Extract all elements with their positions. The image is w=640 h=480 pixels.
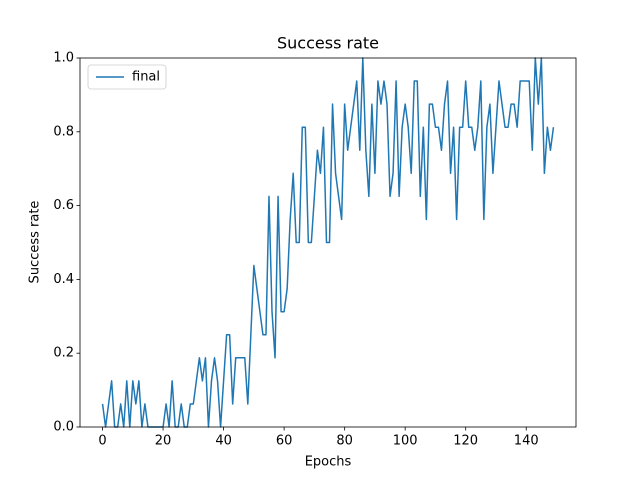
y-tick-label: 0.4 [53, 272, 74, 287]
legend-label: final [132, 70, 160, 85]
y-axis-label: Success rate [28, 201, 43, 284]
x-tick-label: 0 [98, 434, 106, 449]
x-tick-label: 140 [514, 434, 539, 449]
x-tick-label: 20 [155, 434, 172, 449]
y-tick-label: 0.6 [53, 198, 74, 213]
x-tick-label: 120 [453, 434, 478, 449]
legend-box [87, 64, 167, 90]
chart-title: Success rate [277, 34, 379, 53]
x-tick-label: 80 [336, 434, 353, 449]
x-tick-label: 40 [215, 434, 232, 449]
y-tick-label: 1.0 [53, 51, 74, 66]
y-tick-label: 0.8 [53, 124, 74, 139]
x-axis-label: Epochs [305, 455, 352, 470]
x-tick-label: 100 [393, 434, 418, 449]
y-tick-label: 0.0 [53, 420, 74, 435]
axes-frame [79, 57, 577, 428]
y-tick-label: 0.2 [53, 346, 74, 361]
x-tick-label: 60 [276, 434, 293, 449]
